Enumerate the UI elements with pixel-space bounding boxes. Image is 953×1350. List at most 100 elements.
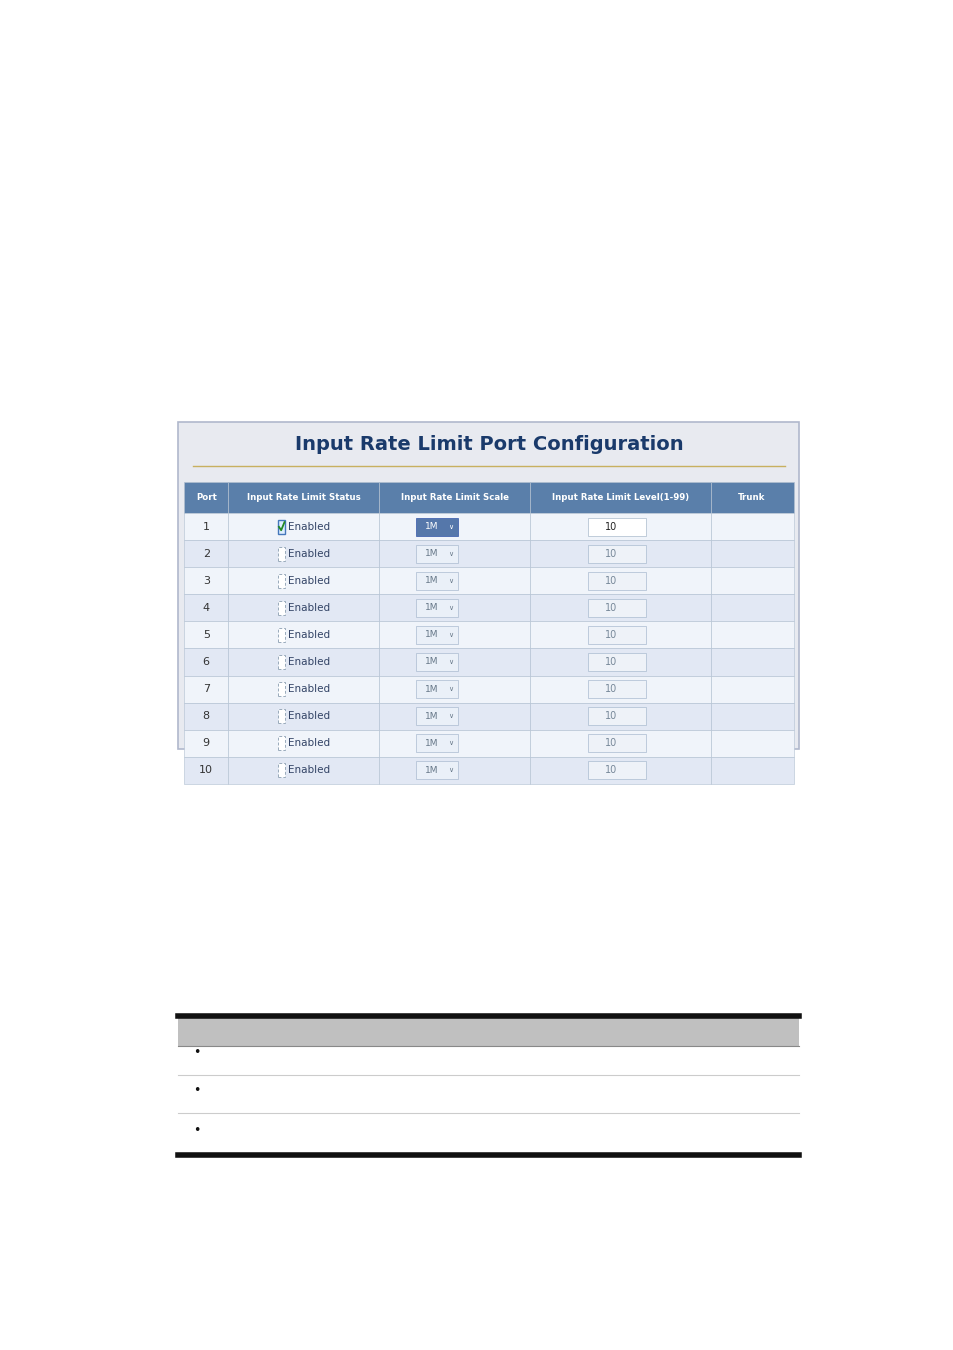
Bar bbox=[228, 513, 379, 540]
Bar bbox=[530, 513, 710, 540]
Text: 10: 10 bbox=[604, 549, 617, 559]
Bar bbox=[710, 540, 793, 567]
Text: ∨: ∨ bbox=[448, 605, 453, 612]
Text: 10: 10 bbox=[199, 765, 213, 775]
Bar bbox=[416, 653, 457, 671]
Text: 10: 10 bbox=[604, 765, 617, 775]
Text: 9: 9 bbox=[202, 738, 210, 748]
Bar bbox=[228, 729, 379, 756]
Bar bbox=[710, 594, 793, 621]
Text: Enabled: Enabled bbox=[288, 657, 330, 667]
Text: •: • bbox=[193, 1125, 200, 1137]
Bar bbox=[587, 653, 645, 671]
Text: Enabled: Enabled bbox=[288, 630, 330, 640]
Bar bbox=[710, 702, 793, 729]
Text: Enabled: Enabled bbox=[288, 522, 330, 532]
Bar bbox=[228, 648, 379, 675]
Bar bbox=[530, 675, 710, 702]
Bar bbox=[710, 567, 793, 594]
Bar bbox=[379, 621, 530, 648]
Text: Port: Port bbox=[195, 493, 216, 502]
Text: Enabled: Enabled bbox=[288, 711, 330, 721]
Text: ∨: ∨ bbox=[448, 686, 453, 693]
Bar bbox=[379, 756, 530, 783]
Text: ∨: ∨ bbox=[448, 524, 453, 529]
Bar bbox=[277, 709, 285, 722]
Bar bbox=[228, 594, 379, 621]
Bar bbox=[379, 648, 530, 675]
Bar bbox=[710, 729, 793, 756]
Text: Enabled: Enabled bbox=[288, 549, 330, 559]
Text: 1: 1 bbox=[203, 522, 210, 532]
Bar bbox=[379, 513, 530, 540]
Text: Input Rate Limit Scale: Input Rate Limit Scale bbox=[400, 493, 508, 502]
Bar bbox=[587, 680, 645, 698]
Bar bbox=[277, 601, 285, 614]
Bar bbox=[587, 544, 645, 563]
Bar bbox=[184, 567, 228, 594]
Bar bbox=[228, 621, 379, 648]
Bar bbox=[277, 763, 285, 776]
Bar bbox=[710, 675, 793, 702]
Text: 2: 2 bbox=[202, 549, 210, 559]
Bar bbox=[178, 1017, 799, 1046]
Text: 10: 10 bbox=[604, 711, 617, 721]
Bar bbox=[530, 702, 710, 729]
Bar bbox=[710, 482, 793, 513]
Text: •: • bbox=[193, 1084, 200, 1096]
Bar bbox=[379, 702, 530, 729]
Bar bbox=[379, 594, 530, 621]
Bar bbox=[530, 621, 710, 648]
Bar bbox=[416, 734, 457, 752]
Text: ∨: ∨ bbox=[448, 767, 453, 774]
Text: 6: 6 bbox=[203, 657, 210, 667]
Bar bbox=[416, 707, 457, 725]
Text: Enabled: Enabled bbox=[288, 603, 330, 613]
Text: 1M: 1M bbox=[424, 603, 437, 613]
Text: Input Rate Limit Port Configuration: Input Rate Limit Port Configuration bbox=[294, 435, 682, 454]
Bar bbox=[184, 513, 228, 540]
Text: 1M: 1M bbox=[424, 630, 437, 640]
Bar bbox=[530, 567, 710, 594]
Text: ∨: ∨ bbox=[448, 578, 453, 585]
Bar bbox=[184, 702, 228, 729]
Bar bbox=[228, 675, 379, 702]
Text: 4: 4 bbox=[202, 603, 210, 613]
Text: Enabled: Enabled bbox=[288, 576, 330, 586]
Text: Input Rate Limit Status: Input Rate Limit Status bbox=[247, 493, 360, 502]
Text: Enabled: Enabled bbox=[288, 765, 330, 775]
Text: Input Rate Limit Level(1-99): Input Rate Limit Level(1-99) bbox=[552, 493, 688, 502]
Bar bbox=[416, 544, 457, 563]
Bar bbox=[228, 756, 379, 783]
Text: •: • bbox=[193, 1046, 200, 1060]
Bar bbox=[228, 567, 379, 594]
Bar bbox=[228, 702, 379, 729]
Bar bbox=[416, 572, 457, 590]
Bar bbox=[530, 594, 710, 621]
Bar bbox=[228, 540, 379, 567]
Bar bbox=[587, 626, 645, 644]
Text: 1M: 1M bbox=[424, 684, 437, 694]
Text: ∨: ∨ bbox=[448, 740, 453, 747]
Bar bbox=[587, 517, 645, 536]
Bar bbox=[277, 682, 285, 695]
Bar bbox=[587, 761, 645, 779]
Bar bbox=[530, 540, 710, 567]
Text: 10: 10 bbox=[604, 684, 617, 694]
Bar bbox=[184, 675, 228, 702]
Bar bbox=[277, 655, 285, 668]
Bar bbox=[416, 680, 457, 698]
Bar bbox=[379, 675, 530, 702]
Bar bbox=[277, 547, 285, 560]
Text: ∨: ∨ bbox=[448, 659, 453, 666]
Bar bbox=[710, 648, 793, 675]
Bar bbox=[184, 482, 228, 513]
Text: 8: 8 bbox=[202, 711, 210, 721]
Text: 10: 10 bbox=[604, 657, 617, 667]
Text: 1M: 1M bbox=[424, 549, 437, 559]
Bar bbox=[228, 482, 379, 513]
Text: 10: 10 bbox=[604, 576, 617, 586]
Bar bbox=[184, 729, 228, 756]
Text: Enabled: Enabled bbox=[288, 684, 330, 694]
Bar bbox=[277, 520, 285, 533]
